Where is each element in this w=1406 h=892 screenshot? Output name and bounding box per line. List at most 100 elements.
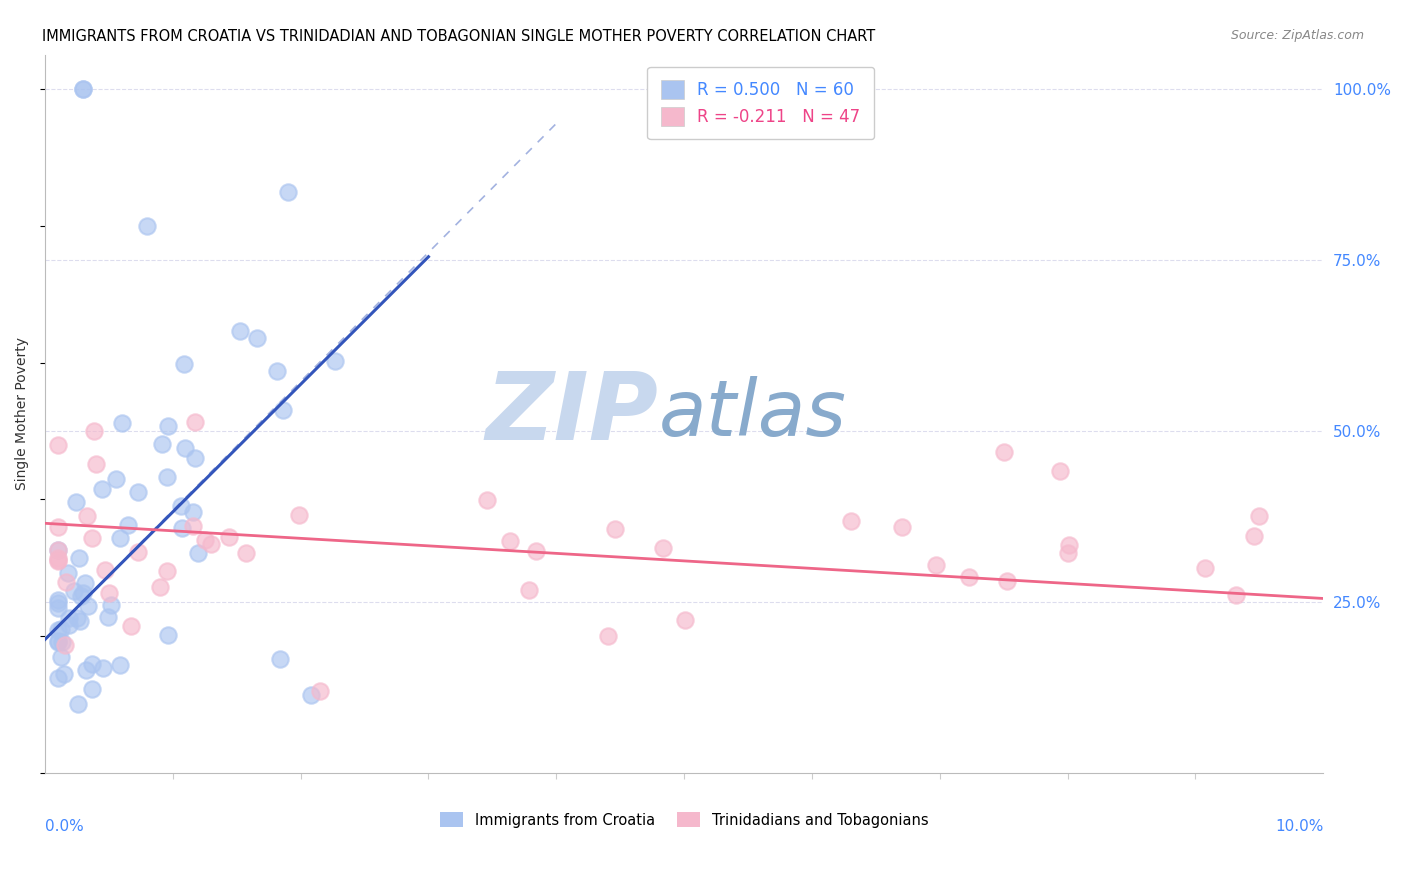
Point	[235, 546, 257, 560]
Point	[170, 521, 193, 535]
Text: atlas: atlas	[658, 376, 846, 452]
Point	[51, 635, 73, 649]
Point	[673, 613, 696, 627]
Text: 0.0%: 0.0%	[45, 820, 84, 834]
Point	[156, 470, 179, 484]
Point	[46, 520, 69, 534]
Point	[55, 575, 77, 590]
Point	[69, 589, 91, 603]
Point	[1049, 464, 1071, 478]
Point	[288, 508, 311, 522]
Point	[127, 484, 149, 499]
Point	[323, 354, 346, 368]
Point	[100, 598, 122, 612]
Point	[46, 601, 69, 615]
Point	[187, 546, 209, 560]
Text: Source: ZipAtlas.com: Source: ZipAtlas.com	[1230, 29, 1364, 42]
Point	[266, 364, 288, 378]
Point	[891, 520, 914, 534]
Point	[46, 550, 69, 565]
Point	[1057, 538, 1080, 552]
Point	[53, 638, 76, 652]
Text: IMMIGRANTS FROM CROATIA VS TRINIDADIAN AND TOBAGONIAN SINGLE MOTHER POVERTY CORR: IMMIGRANTS FROM CROATIA VS TRINIDADIAN A…	[42, 29, 876, 44]
Point	[127, 545, 149, 559]
Point	[156, 419, 179, 434]
Point	[957, 570, 980, 584]
Point	[46, 623, 69, 637]
Point	[77, 599, 100, 614]
Point	[66, 611, 89, 625]
Point	[80, 657, 103, 672]
Point	[1243, 528, 1265, 542]
Point	[84, 457, 107, 471]
Point	[477, 493, 499, 508]
Point	[308, 683, 330, 698]
Point	[76, 508, 98, 523]
Point	[170, 499, 193, 513]
Point	[1056, 546, 1078, 560]
Point	[194, 533, 217, 547]
Y-axis label: Single Mother Poverty: Single Mother Poverty	[15, 337, 30, 491]
Point	[53, 667, 76, 681]
Point	[58, 618, 80, 632]
Point	[46, 438, 69, 452]
Point	[1249, 509, 1271, 524]
Point	[67, 698, 90, 712]
Point	[156, 564, 179, 578]
Point	[46, 553, 69, 567]
Point	[174, 441, 197, 455]
Point	[299, 689, 322, 703]
Point	[111, 417, 134, 431]
Point	[104, 472, 127, 486]
Point	[46, 634, 69, 648]
Point	[97, 586, 120, 600]
Point	[72, 586, 94, 600]
Point	[51, 649, 73, 664]
Point	[993, 444, 1015, 458]
Point	[277, 185, 299, 199]
Point	[925, 558, 948, 572]
Point	[46, 543, 69, 558]
Point	[75, 663, 97, 677]
Point	[1194, 560, 1216, 574]
Point	[69, 550, 91, 565]
Legend: R = 0.500   N = 60, R = -0.211   N = 47: R = 0.500 N = 60, R = -0.211 N = 47	[648, 67, 875, 139]
Point	[995, 574, 1018, 588]
Text: ZIP: ZIP	[485, 368, 658, 460]
Point	[93, 563, 115, 577]
Point	[136, 219, 159, 233]
Point	[46, 596, 69, 610]
Point	[173, 357, 195, 371]
Point	[603, 522, 626, 536]
Point	[517, 583, 540, 598]
Point	[46, 672, 69, 686]
Point	[108, 532, 131, 546]
Point	[63, 584, 86, 599]
Point	[117, 518, 139, 533]
Point	[841, 514, 863, 528]
Point	[108, 658, 131, 673]
Point	[72, 82, 94, 96]
Point	[91, 661, 114, 675]
Text: 10.0%: 10.0%	[1275, 820, 1323, 834]
Point	[200, 536, 222, 550]
Point	[181, 519, 204, 533]
Point	[273, 403, 295, 417]
Point	[72, 82, 94, 96]
Point	[80, 531, 103, 545]
Point	[181, 505, 204, 519]
Point	[229, 324, 252, 338]
Point	[150, 436, 173, 450]
Point	[82, 682, 104, 697]
Point	[184, 416, 207, 430]
Point	[58, 611, 80, 625]
Point	[46, 554, 69, 568]
Point	[269, 652, 291, 666]
Point	[58, 566, 80, 581]
Point	[652, 541, 675, 556]
Point	[65, 495, 87, 509]
Point	[184, 450, 207, 465]
Point	[69, 614, 91, 628]
Point	[218, 530, 240, 544]
Point	[49, 622, 72, 636]
